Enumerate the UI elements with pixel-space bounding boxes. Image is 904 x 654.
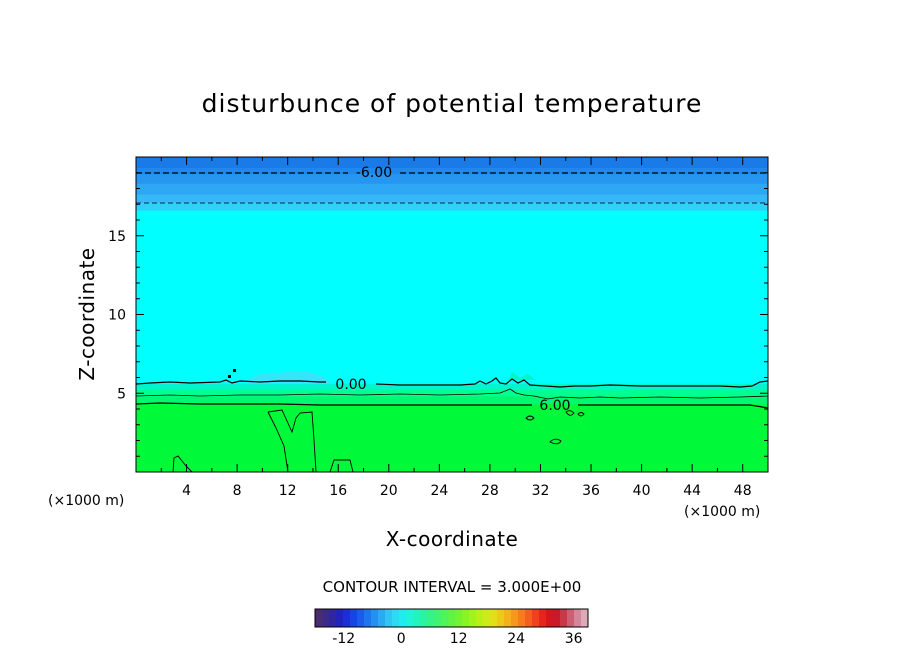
colorbar-cell-24 — [483, 609, 491, 627]
y-tick-label-0: 5 — [117, 386, 126, 402]
colorbar-cell-4 — [343, 609, 351, 627]
contour-specks — [228, 369, 236, 378]
colorbar-cell-3 — [336, 609, 344, 627]
y-axis-unit: (×1000 m) — [48, 493, 124, 509]
colorbar-cell-13 — [406, 609, 414, 627]
colorbar-tick-label-2: 12 — [450, 631, 468, 647]
colorbar-tick-label-4: 36 — [565, 631, 583, 647]
colorbar-cell-38 — [581, 609, 589, 627]
y-tick-labels: 5 10 15 — [108, 229, 126, 403]
fill-band-5 — [136, 202, 768, 212]
x-tick-label-10: 44 — [683, 483, 701, 499]
fill-bands — [136, 157, 768, 473]
colorbar-cell-30 — [525, 609, 533, 627]
fill-band-8 — [136, 390, 768, 397]
x-tick-label-0: 4 — [182, 483, 191, 499]
fill-band-4 — [136, 194, 768, 204]
contour-label-6: 6.00 — [539, 398, 570, 414]
fill-band-1 — [136, 168, 768, 175]
colorbar-cell-37 — [574, 609, 582, 627]
plot-area: -6.00 0.00 6.00 — [135, 156, 769, 473]
colorbar-cell-32 — [539, 609, 547, 627]
x-tick-label-4: 20 — [380, 483, 398, 499]
x-tick-label-8: 36 — [582, 483, 600, 499]
colorbar-cell-21 — [462, 609, 470, 627]
colorbar-cell-31 — [532, 609, 540, 627]
x-tick-label-1: 8 — [233, 483, 242, 499]
fill-band-9 — [136, 396, 768, 405]
contour-line-6 — [135, 402, 769, 409]
x-tick-label-3: 16 — [329, 483, 347, 499]
colorbar-cell-25 — [490, 609, 498, 627]
colorbar-cell-29 — [518, 609, 526, 627]
colorbar-cell-7 — [364, 609, 372, 627]
disturbance-speckles — [248, 370, 536, 384]
x-tick-label-5: 24 — [430, 483, 448, 499]
colorbar-cell-20 — [455, 609, 463, 627]
colorbar — [314, 608, 589, 628]
colorbar-cell-33 — [546, 609, 554, 627]
colorbar-cell-22 — [469, 609, 477, 627]
colorbar-cell-5 — [350, 609, 358, 627]
colorbar-tick-label-0: -12 — [332, 631, 355, 647]
colorbar-cell-1 — [322, 609, 330, 627]
contour-line-0 — [135, 377, 769, 388]
fill-band-7 — [136, 383, 768, 391]
colorbar-cell-8 — [371, 609, 379, 627]
x-tick-labels: 4 8 12 16 20 24 28 32 36 40 44 48 — [182, 483, 752, 499]
colorbar-tick-label-1: 0 — [397, 631, 406, 647]
x-axis-label: X-coordinate — [386, 527, 519, 551]
colorbar-cell-9 — [378, 609, 386, 627]
x-tick-label-7: 32 — [532, 483, 550, 499]
colorbar-cell-0 — [315, 609, 323, 627]
fill-band-6 — [136, 210, 768, 385]
colorbar-cell-34 — [553, 609, 561, 627]
x-axis-unit: (×1000 m) — [684, 504, 760, 520]
contour-label-minus6: -6.00 — [356, 165, 392, 181]
colorbar-cell-36 — [567, 609, 575, 627]
x-tick-label-11: 48 — [734, 483, 752, 499]
colorbar-cell-26 — [497, 609, 505, 627]
contour-label-0: 0.00 — [335, 377, 366, 393]
colorbar-cell-12 — [399, 609, 407, 627]
y-tick-label-2: 15 — [108, 229, 126, 245]
colorbar-cell-35 — [560, 609, 568, 627]
contour-interval-text: CONTOUR INTERVAL = 3.000E+00 — [323, 578, 582, 596]
contour-islands — [172, 409, 585, 473]
colorbar-cell-28 — [511, 609, 519, 627]
x-tick-label-6: 28 — [481, 483, 499, 499]
colorbar-cell-14 — [413, 609, 421, 627]
contour-line-3 — [135, 388, 769, 400]
chart-title: disturbunce of potential temperature — [202, 89, 703, 118]
colorbar-frame — [314, 608, 589, 628]
colorbar-cell-23 — [476, 609, 484, 627]
colorbar-tick-labels: -12 0 12 24 36 — [332, 631, 582, 647]
colorbar-cell-6 — [357, 609, 365, 627]
colorbar-cell-18 — [441, 609, 449, 627]
x-tick-label-2: 12 — [279, 483, 297, 499]
colorbar-cell-17 — [434, 609, 442, 627]
y-tick-label-1: 10 — [108, 308, 126, 324]
colorbar-cell-19 — [448, 609, 456, 627]
fill-band-10 — [136, 404, 768, 473]
colorbar-tick-label-3: 24 — [507, 631, 525, 647]
colorbar-cell-15 — [420, 609, 428, 627]
colorbar-cell-2 — [329, 609, 337, 627]
colorbar-cell-16 — [427, 609, 435, 627]
fill-band-3 — [136, 183, 768, 196]
axis-ticks — [136, 157, 768, 472]
fill-band-0 — [136, 157, 768, 169]
colorbar-cell-10 — [385, 609, 393, 627]
fill-band-2 — [136, 174, 768, 185]
x-tick-label-9: 40 — [633, 483, 651, 499]
colorbar-cell-11 — [392, 609, 400, 627]
y-axis-label: Z-coordinate — [75, 247, 99, 380]
colorbar-cell-27 — [504, 609, 512, 627]
